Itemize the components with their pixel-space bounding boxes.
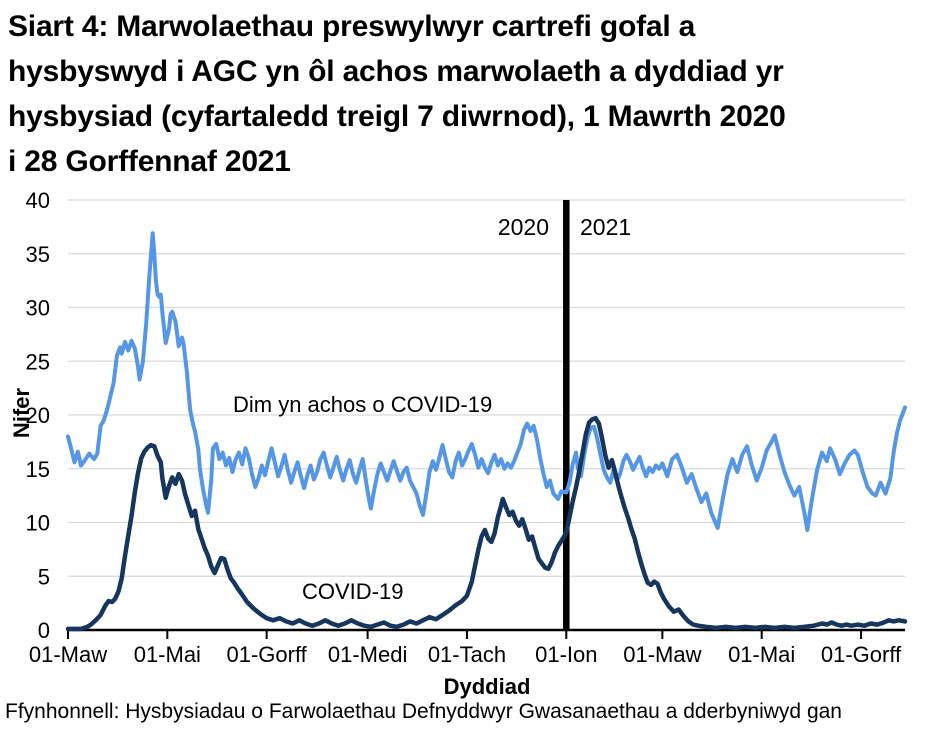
y-axis-title: Nifer: [9, 387, 34, 439]
chart-title: Siart 4: Marwolaethau preswylwyr cartref…: [8, 4, 920, 184]
series-label-non-covid: Dim yn achos o COVID-19: [233, 392, 493, 417]
series-line-covid: [65, 415, 908, 632]
y-tick-label: 5: [38, 564, 50, 589]
y-tick-label: 15: [26, 457, 50, 482]
y-tick-label: 40: [26, 188, 50, 213]
chart-title-line-2: hysbyswyd i AGC yn ôl achos marwolaeth a…: [8, 55, 784, 88]
x-tick-label: 01-Mai: [728, 642, 795, 667]
y-tick-label: 25: [26, 349, 50, 374]
y-tick-label: 30: [26, 296, 50, 321]
year-label-2021: 2021: [580, 214, 632, 240]
x-tick-label: 01-Mai: [134, 642, 201, 667]
chart-title-line-4: i 28 Gorffennaf 2021: [8, 145, 291, 178]
x-tick-label: 01-Tach: [428, 642, 506, 667]
y-tick-label: 0: [38, 618, 50, 643]
x-axis-title: Dyddiad: [443, 674, 531, 699]
x-tick-label: 01-Gorff: [821, 642, 902, 667]
chart-title-line-1: Siart 4: Marwolaethau preswylwyr cartref…: [8, 10, 696, 43]
series-label-covid: COVID-19: [302, 579, 404, 604]
x-tick-label: 01-Gorff: [227, 642, 308, 667]
source-text: Ffynhonnell: Hysbysiadau o Farwolaethau …: [5, 700, 842, 723]
x-tick-label: 01-Maw: [623, 642, 701, 667]
x-tick-label: 01-Medi: [328, 642, 407, 667]
x-tick-label: 01-Maw: [29, 642, 107, 667]
series-line-non-covid: [66, 231, 907, 532]
chart-title-line-3: hysbysiad (cyfartaledd treigl 7 diwrnod)…: [8, 100, 786, 133]
x-tick-label: 01-Ion: [535, 642, 597, 667]
year-label-2020: 2020: [497, 214, 549, 240]
y-tick-label: 35: [26, 242, 50, 267]
y-tick-label: 20: [26, 403, 50, 428]
y-tick-label: 10: [26, 511, 50, 536]
